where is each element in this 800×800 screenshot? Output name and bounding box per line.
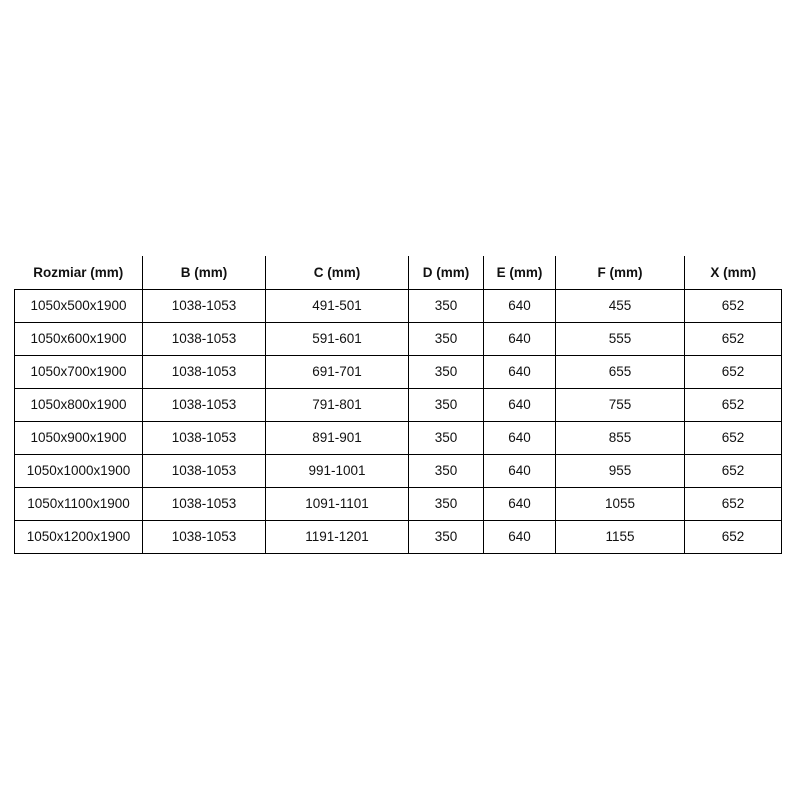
cell-e: 640 <box>483 454 556 488</box>
column-header-e: E (mm) <box>483 256 556 290</box>
cell-e: 640 <box>483 289 556 323</box>
cell-f: 1055 <box>555 487 685 521</box>
cell-c: 1191-1201 <box>265 520 409 554</box>
cell-x: 652 <box>684 454 782 488</box>
cell-e: 640 <box>483 388 556 422</box>
cell-d: 350 <box>408 388 484 422</box>
cell-f: 755 <box>555 388 685 422</box>
cell-e: 640 <box>483 322 556 356</box>
cell-e: 640 <box>483 355 556 389</box>
cell-c: 1091-1101 <box>265 487 409 521</box>
table-row: 1050x1000x1900 1038-1053 991-1001 350 64… <box>14 454 782 488</box>
cell-f: 1155 <box>555 520 685 554</box>
column-header-d: D (mm) <box>408 256 484 290</box>
table-row: 1050x800x1900 1038-1053 791-801 350 640 … <box>14 388 782 422</box>
cell-b: 1038-1053 <box>142 388 266 422</box>
cell-x: 652 <box>684 388 782 422</box>
table-row: 1050x900x1900 1038-1053 891-901 350 640 … <box>14 421 782 455</box>
cell-d: 350 <box>408 289 484 323</box>
dimensions-table-container: Rozmiar (mm) B (mm) C (mm) D (mm) E (mm)… <box>14 256 782 554</box>
cell-b: 1038-1053 <box>142 520 266 554</box>
cell-d: 350 <box>408 322 484 356</box>
table-row: 1050x700x1900 1038-1053 691-701 350 640 … <box>14 355 782 389</box>
cell-x: 652 <box>684 289 782 323</box>
cell-size: 1050x1200x1900 <box>14 520 143 554</box>
cell-c: 891-901 <box>265 421 409 455</box>
cell-size: 1050x800x1900 <box>14 388 143 422</box>
cell-x: 652 <box>684 355 782 389</box>
cell-b: 1038-1053 <box>142 454 266 488</box>
cell-size: 1050x1100x1900 <box>14 487 143 521</box>
cell-size: 1050x900x1900 <box>14 421 143 455</box>
column-header-c: C (mm) <box>265 256 409 290</box>
cell-c: 791-801 <box>265 388 409 422</box>
cell-e: 640 <box>483 487 556 521</box>
cell-x: 652 <box>684 487 782 521</box>
cell-size: 1050x500x1900 <box>14 289 143 323</box>
column-header-x: X (mm) <box>684 256 782 290</box>
cell-e: 640 <box>483 421 556 455</box>
cell-b: 1038-1053 <box>142 487 266 521</box>
table-header-row: Rozmiar (mm) B (mm) C (mm) D (mm) E (mm)… <box>14 256 782 290</box>
cell-b: 1038-1053 <box>142 355 266 389</box>
cell-size: 1050x600x1900 <box>14 322 143 356</box>
cell-f: 855 <box>555 421 685 455</box>
column-header-b: B (mm) <box>142 256 266 290</box>
cell-c: 691-701 <box>265 355 409 389</box>
cell-size: 1050x1000x1900 <box>14 454 143 488</box>
cell-x: 652 <box>684 322 782 356</box>
cell-b: 1038-1053 <box>142 421 266 455</box>
table-row: 1050x1100x1900 1038-1053 1091-1101 350 6… <box>14 487 782 521</box>
cell-x: 652 <box>684 421 782 455</box>
cell-x: 652 <box>684 520 782 554</box>
column-header-rozmiar: Rozmiar (mm) <box>14 256 143 290</box>
cell-size: 1050x700x1900 <box>14 355 143 389</box>
cell-d: 350 <box>408 520 484 554</box>
cell-d: 350 <box>408 454 484 488</box>
table-row: 1050x1200x1900 1038-1053 1191-1201 350 6… <box>14 520 782 554</box>
cell-f: 455 <box>555 289 685 323</box>
cell-d: 350 <box>408 487 484 521</box>
cell-c: 991-1001 <box>265 454 409 488</box>
table-row: 1050x600x1900 1038-1053 591-601 350 640 … <box>14 322 782 356</box>
dimensions-table: Rozmiar (mm) B (mm) C (mm) D (mm) E (mm)… <box>14 256 782 554</box>
cell-b: 1038-1053 <box>142 322 266 356</box>
cell-f: 555 <box>555 322 685 356</box>
cell-c: 491-501 <box>265 289 409 323</box>
cell-d: 350 <box>408 355 484 389</box>
table-row: 1050x500x1900 1038-1053 491-501 350 640 … <box>14 289 782 323</box>
cell-c: 591-601 <box>265 322 409 356</box>
cell-f: 955 <box>555 454 685 488</box>
cell-b: 1038-1053 <box>142 289 266 323</box>
table-body: 1050x500x1900 1038-1053 491-501 350 640 … <box>14 289 782 554</box>
cell-d: 350 <box>408 421 484 455</box>
table-header: Rozmiar (mm) B (mm) C (mm) D (mm) E (mm)… <box>14 256 782 290</box>
cell-f: 655 <box>555 355 685 389</box>
cell-e: 640 <box>483 520 556 554</box>
column-header-f: F (mm) <box>555 256 685 290</box>
